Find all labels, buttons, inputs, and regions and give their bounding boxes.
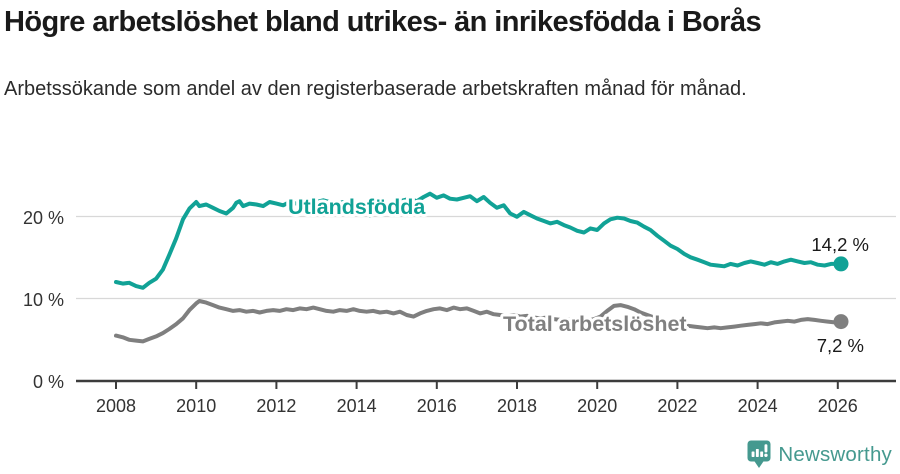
value-label-utlandsfodda: 14,2 %	[811, 234, 869, 255]
value-label-total: 7,2 %	[817, 335, 864, 356]
x-tick-label-2026: 2026	[818, 396, 858, 416]
page-title: Högre arbetslöshet bland utrikes- än inr…	[4, 6, 762, 38]
y-tick-label-10: 10 %	[23, 290, 64, 310]
x-tick-label-2014: 2014	[337, 396, 377, 416]
y-tick-label-0: 0 %	[33, 372, 64, 392]
chart-speech-bubble-icon	[747, 440, 771, 468]
x-tick-label-2022: 2022	[657, 396, 697, 416]
x-axis-labels: 2008 2010 2012 2014 2016 2018 2020 2022 …	[96, 396, 858, 416]
x-tick-label-2008: 2008	[96, 396, 136, 416]
x-tick-label-2012: 2012	[256, 396, 296, 416]
chart-svg: 20 % 10 % 0 % 2008 2010 2012 2014 2016 2…	[23, 191, 896, 416]
newsworthy-logo: Newsworthy	[747, 440, 892, 469]
series-label-utlandsfodda: Utlandsfödda	[288, 195, 426, 219]
total-end-dot	[833, 314, 849, 330]
x-tick-label-2016: 2016	[417, 396, 457, 416]
x-tick-label-2010: 2010	[176, 396, 216, 416]
series-label-total: Total arbetslöshet	[503, 312, 687, 336]
newsworthy-brand-text: Newsworthy	[778, 442, 892, 466]
y-tick-label-20: 20 %	[23, 208, 64, 228]
x-tick-label-2018: 2018	[497, 396, 537, 416]
total-line	[114, 299, 843, 344]
x-tick-label-2024: 2024	[738, 396, 778, 416]
x-tick-label-2020: 2020	[577, 396, 617, 416]
page-subtitle: Arbetssökande som andel av den registerb…	[4, 78, 747, 100]
x-axis-ticks	[115, 381, 839, 389]
series-layer	[114, 191, 849, 344]
utlandsfodda-end-dot	[833, 256, 849, 272]
utlandsfodda-line	[114, 191, 843, 290]
